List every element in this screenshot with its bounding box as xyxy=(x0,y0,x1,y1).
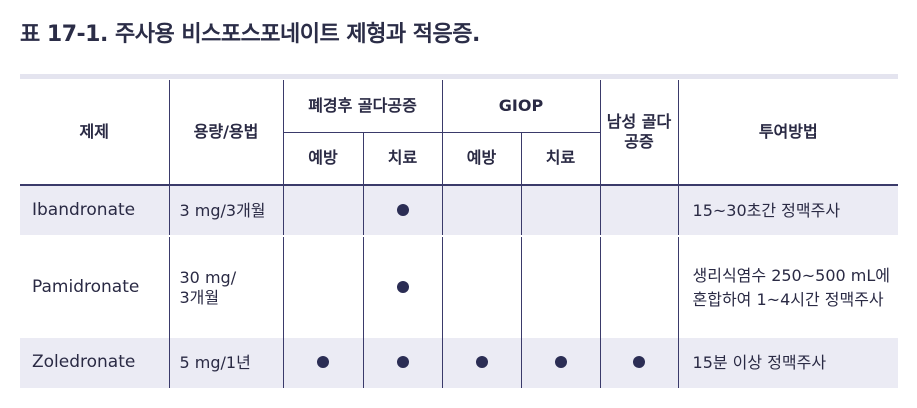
pmo-prevent-cell xyxy=(283,236,364,338)
table-caption: 표 17-1. 주사용 비스포스포네이트 제형과 적응증. xyxy=(20,22,480,47)
pmo-treat-cell xyxy=(363,236,443,338)
subheader-pmo-prevent: 예방 xyxy=(283,132,364,186)
header-agent: 제제 xyxy=(20,80,170,186)
pmo-treat-cell xyxy=(363,185,443,237)
indication-dot xyxy=(396,356,409,368)
indication-dot xyxy=(475,356,488,368)
subheader-giop-treat: 치료 xyxy=(521,132,601,186)
indication-dot xyxy=(633,356,646,368)
agent-name: Zoledronate xyxy=(20,338,170,388)
giop-treat-cell xyxy=(521,185,601,237)
subheader-giop-prevent: 예방 xyxy=(442,132,522,186)
admin-cell: 생리식염수 250~500 mL에 혼합하여 1~4시간 정맥주사 xyxy=(678,236,898,338)
pmo-treat-cell xyxy=(363,338,443,388)
table-row: Ibandronate 3 mg/3개월 15~30초간 정맥주사 xyxy=(20,185,899,237)
table-row: Zoledronate 5 mg/1년 15분 이상 정맥주사 xyxy=(20,338,899,388)
dose-text: 30 mg/ 3개월 xyxy=(179,267,237,307)
header-admin: 투여방법 xyxy=(678,80,899,186)
giop-prevent-cell xyxy=(442,185,522,237)
male-cell xyxy=(600,338,679,388)
admin-text: 생리식염수 250~500 mL에 혼합하여 1~4시간 정맥주사 xyxy=(692,265,890,309)
indication-dot xyxy=(396,280,409,293)
header-male: 남성 골다공증 xyxy=(600,80,679,186)
indication-dot xyxy=(554,356,567,368)
pmo-prevent-cell xyxy=(283,338,364,388)
admin-cell: 15분 이상 정맥주사 xyxy=(678,338,899,388)
agent-name: Pamidronate xyxy=(20,236,170,338)
indication-dot xyxy=(317,356,329,368)
dose-cell: 30 mg/ 3개월 xyxy=(169,236,284,338)
giop-prevent-cell xyxy=(442,338,522,388)
top-rule xyxy=(20,74,898,79)
pmo-prevent-cell xyxy=(283,185,364,237)
indication-table: 제제 용량/용법 폐경후 골다공증 GIOP 남성 골다공증 투여방법 예방 치… xyxy=(20,80,899,388)
subheader-pmo-treat: 치료 xyxy=(363,132,443,186)
dose-cell: 3 mg/3개월 xyxy=(169,185,284,237)
header-giop: GIOP xyxy=(442,80,601,133)
giop-treat-cell xyxy=(521,338,601,388)
male-cell xyxy=(600,185,679,237)
table-row: Pamidronate 30 mg/ 3개월 생리식염수 250~500 mL에… xyxy=(20,236,898,338)
giop-treat-cell xyxy=(521,236,601,338)
admin-cell: 15~30초간 정맥주사 xyxy=(678,185,899,237)
agent-name: Ibandronate xyxy=(20,185,170,237)
male-cell xyxy=(600,236,679,338)
indication-dot xyxy=(396,203,409,216)
header-dose: 용량/용법 xyxy=(169,80,284,186)
giop-prevent-cell xyxy=(442,236,522,338)
dose-cell: 5 mg/1년 xyxy=(169,338,284,388)
header-pmo: 폐경후 골다공증 xyxy=(283,80,443,133)
